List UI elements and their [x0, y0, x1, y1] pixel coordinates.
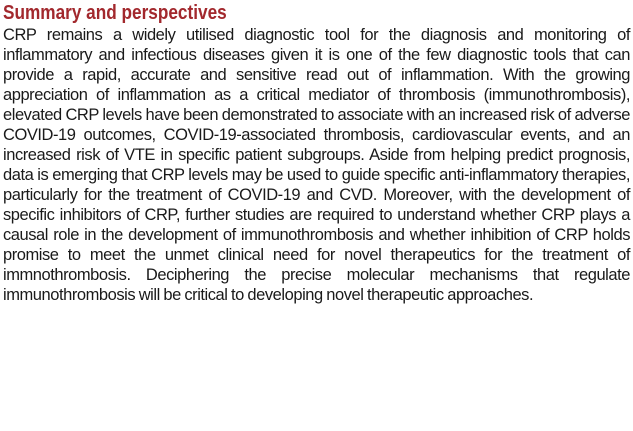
section-heading: Summary and perspectives — [3, 2, 227, 24]
section-paragraph: CRP remains a widely utilised diagnostic… — [3, 26, 630, 304]
